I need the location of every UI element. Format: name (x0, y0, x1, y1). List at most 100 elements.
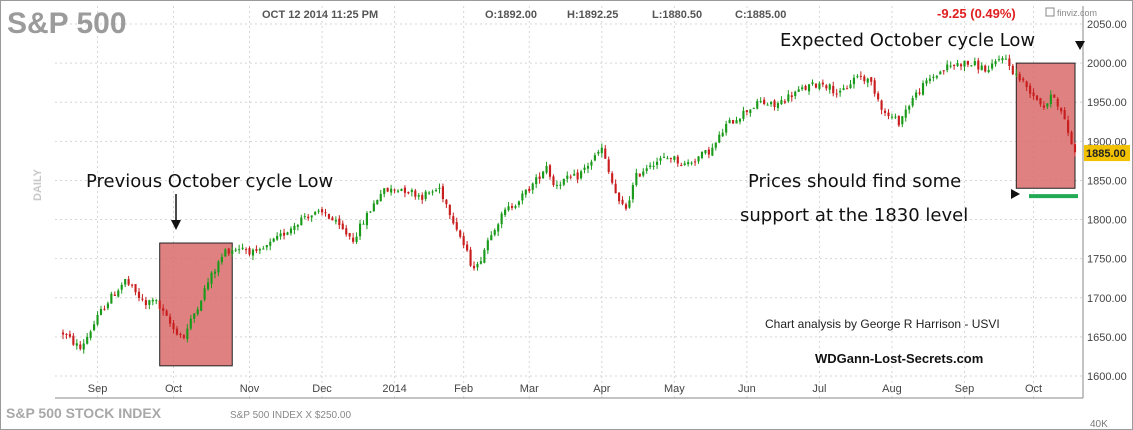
candle-up (535, 174, 538, 189)
candle-up (428, 191, 431, 195)
candle-up (289, 226, 293, 236)
x-tick-label: Sep (88, 383, 108, 395)
candle-body (272, 238, 275, 242)
candle-body (500, 213, 503, 225)
candle-body (538, 176, 541, 179)
candle-body (970, 65, 973, 67)
candle-body (244, 249, 248, 251)
candle-up (210, 271, 213, 289)
candle-body (683, 163, 686, 166)
candle-body (690, 162, 693, 164)
candle-body (459, 230, 462, 237)
candle-body (358, 223, 362, 237)
candle-down (72, 333, 75, 346)
candle-body (61, 332, 65, 335)
candle-body (614, 183, 617, 194)
candle-down (832, 81, 835, 97)
candle-down (1063, 107, 1066, 120)
candle-body (559, 184, 562, 186)
candle-body (942, 70, 945, 72)
candle-up (241, 243, 244, 251)
support-text-line2: support at the 1830 level (740, 205, 968, 226)
candle-body (845, 88, 849, 90)
candle-body (424, 191, 427, 199)
candle-up (956, 59, 959, 68)
candle-down (984, 64, 987, 73)
candle-body (580, 171, 583, 179)
candle-down (607, 156, 610, 174)
candle-down (179, 332, 182, 338)
candle-up (946, 60, 949, 73)
candle-body (994, 61, 997, 65)
candle-body (856, 76, 859, 78)
candle-body (566, 175, 569, 179)
candle-body (365, 212, 369, 226)
candle-body (624, 204, 628, 209)
candle-up (997, 55, 1001, 62)
candle-up (573, 169, 576, 176)
candle-up (217, 260, 220, 277)
candle-down (604, 145, 607, 159)
candle-up (818, 81, 821, 91)
candle-down (859, 71, 862, 80)
candle-body (262, 248, 265, 250)
candle-body (555, 184, 558, 186)
candle-body (510, 205, 514, 208)
candle-body (327, 213, 331, 219)
candle-body (179, 334, 182, 336)
candle-up (155, 299, 158, 305)
candle-up (434, 188, 438, 193)
candle-body (562, 178, 565, 185)
candle-body (383, 188, 386, 194)
candle-up (586, 162, 590, 174)
x-tick-label: Jul (812, 383, 826, 395)
candle-up (203, 285, 206, 302)
candle-body (918, 92, 921, 94)
candle-up (970, 64, 973, 67)
candle-body (735, 120, 738, 124)
candle-down (137, 287, 141, 302)
candle-body (756, 101, 759, 109)
candle-body (693, 161, 697, 163)
candle-up (410, 188, 413, 197)
candle-down (790, 91, 793, 102)
candle-down (897, 115, 900, 128)
candle-body (438, 187, 441, 189)
volume-label: 40K (1090, 419, 1108, 430)
candle-body (407, 191, 410, 194)
candle-up (220, 253, 223, 265)
candle-down (255, 245, 258, 254)
candle-down (462, 232, 465, 249)
candle-up (483, 248, 486, 264)
candle-body (759, 101, 762, 103)
candle-down (959, 63, 963, 71)
candle-down (227, 247, 230, 257)
candle-up (293, 222, 296, 235)
candle-down (1056, 96, 1059, 111)
candle-up (500, 211, 503, 229)
candle-down (569, 174, 572, 180)
candle-body (428, 192, 431, 194)
candle-body (258, 249, 261, 251)
candle-body (393, 189, 396, 191)
candle-body (659, 158, 662, 161)
candle-body (1015, 73, 1018, 75)
current-price-label: 1885.00 (1086, 148, 1126, 160)
candle-body (75, 343, 78, 346)
candle-up (234, 247, 237, 253)
candle-body (331, 217, 334, 221)
candle-up (901, 116, 904, 128)
candle-body (607, 159, 610, 172)
candle-body (175, 328, 179, 335)
candle-body (113, 294, 116, 296)
candle-body (984, 65, 987, 72)
x-tick-label: Oct (165, 383, 182, 395)
candle-up (780, 96, 783, 106)
candle-body (821, 82, 824, 85)
candle-up (545, 161, 548, 175)
candle-up (559, 181, 562, 190)
candle-body (472, 265, 476, 269)
candle-body (904, 109, 907, 118)
candle-down (510, 203, 514, 211)
candle-body (217, 261, 220, 273)
